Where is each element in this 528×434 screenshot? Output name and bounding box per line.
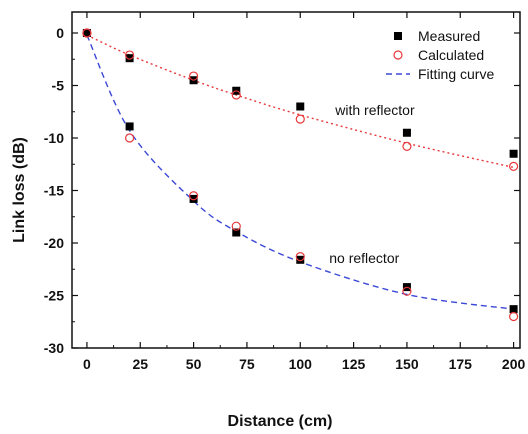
calculated-point bbox=[82, 28, 92, 38]
plot-border bbox=[71, 11, 521, 349]
calculated-point bbox=[231, 90, 241, 100]
calculated-point bbox=[508, 311, 519, 322]
y-tick-label: -15 bbox=[44, 183, 64, 199]
calculated-point bbox=[295, 114, 305, 124]
legend-measured-marker bbox=[394, 32, 402, 40]
calculated-point bbox=[402, 141, 412, 151]
y-tick-label: -25 bbox=[44, 288, 64, 304]
measured-point bbox=[509, 149, 518, 158]
legend-label: Measured bbox=[418, 28, 480, 44]
y-axis-title: Link loss (dB) bbox=[11, 137, 28, 243]
plot-frame bbox=[71, 11, 521, 349]
x-axis-title: Distance (cm) bbox=[228, 413, 333, 430]
x-tick-label: 100 bbox=[289, 356, 313, 372]
fit-curve-with-reflector bbox=[86, 34, 514, 169]
calculated-point bbox=[295, 252, 305, 262]
x-tick-label: 0 bbox=[83, 356, 91, 372]
y-tick-label: -20 bbox=[44, 235, 64, 251]
legend-calculated-marker bbox=[393, 50, 403, 60]
measured-point bbox=[125, 54, 134, 63]
calculated-point bbox=[125, 133, 135, 143]
annotation-label: no reflector bbox=[329, 250, 399, 266]
y-tick-label: 0 bbox=[56, 25, 64, 41]
annotations: with reflector no reflector bbox=[329, 102, 415, 266]
measured-point bbox=[296, 255, 305, 264]
y-tick-label: -10 bbox=[44, 130, 64, 146]
axis-ticks: 0 25 50 75 100 125 150 175 200 0 -5 -10 -15 -20 -25 -30 bbox=[44, 12, 526, 372]
calculated-point bbox=[508, 161, 519, 171]
measured-point bbox=[189, 194, 198, 203]
legend-label: Fitting curve bbox=[418, 66, 494, 82]
x-tick-label: 50 bbox=[186, 356, 202, 372]
measured-point bbox=[232, 228, 241, 237]
x-tick-label: 75 bbox=[239, 356, 255, 372]
calculated-point bbox=[189, 71, 199, 81]
legend: Measured Calculated Fitting curve bbox=[386, 28, 494, 82]
y-tick-label: -30 bbox=[44, 340, 64, 356]
measured-point bbox=[402, 128, 411, 137]
x-tick-label: 25 bbox=[132, 356, 148, 372]
measured-point bbox=[125, 122, 134, 131]
calculated-point bbox=[402, 286, 412, 296]
measured-point bbox=[82, 29, 91, 37]
calculated-point bbox=[231, 221, 241, 231]
data-points bbox=[82, 28, 519, 322]
annotation-label: with reflector bbox=[334, 102, 415, 118]
x-tick-label: 150 bbox=[395, 356, 419, 372]
y-tick-label: -5 bbox=[52, 78, 65, 94]
legend-label: Calculated bbox=[418, 47, 484, 63]
measured-point bbox=[509, 305, 518, 314]
measured-point bbox=[296, 102, 305, 111]
calculated-point bbox=[125, 50, 135, 60]
x-tick-label: 125 bbox=[342, 356, 366, 372]
x-tick-label: 175 bbox=[449, 356, 473, 372]
x-tick-label: 200 bbox=[502, 356, 526, 372]
calculated-point bbox=[189, 191, 199, 201]
